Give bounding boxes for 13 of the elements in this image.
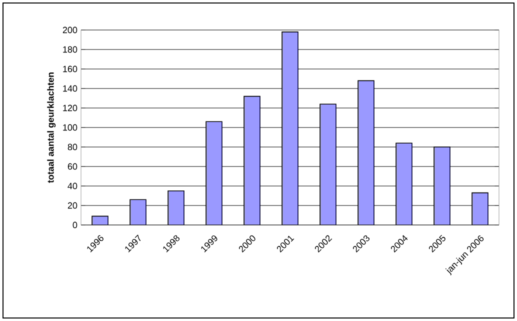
y-tick-label: 160 (63, 66, 78, 72)
y-tick-label: 180 (63, 46, 78, 53)
y-tick-label: 40 (68, 182, 78, 190)
y-tick-label: 60 (68, 163, 78, 170)
y-tick-label: 120 (63, 104, 78, 112)
y-tick-label: 200 (62, 26, 78, 34)
y-tick-label: 100 (63, 124, 78, 131)
y-tick-label: 80 (68, 144, 78, 150)
y-tick-label: 20 (68, 202, 78, 209)
y-axis-title: totaal aantal geurklachten (47, 72, 56, 183)
y-tick-label: 140 (63, 85, 78, 92)
y-tick-label: 0 (72, 222, 78, 228)
bar (92, 216, 108, 225)
